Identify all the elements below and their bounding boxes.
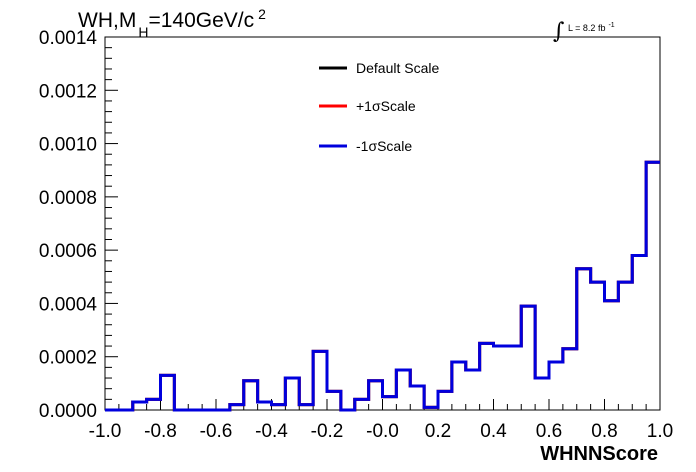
x-axis-label: WHNNScore: [540, 443, 658, 465]
lumi-text: L = 8.2 fb: [568, 23, 605, 33]
axes: -1.0 -0.8 -0.6 -0.4 -0.2 -0.0 0.2 0.4 0.6 0.8 1.0 0…: [39, 28, 673, 442]
title-rest: =140GeV/c: [148, 9, 254, 32]
legend-label: -1σScale: [356, 138, 412, 154]
x-tick-label: -0.6: [200, 421, 233, 442]
y-tick-label: 0.0000: [39, 401, 97, 422]
x-tick-label: -0.0: [366, 421, 399, 442]
legend-label: +1σScale: [356, 98, 416, 114]
x-tick-label: 1.0: [647, 421, 673, 442]
y-tick-label: 0.0006: [39, 241, 97, 262]
plot-frame: [104, 36, 661, 411]
chart-title: WH,M H=140GeV/c 2: [78, 6, 266, 40]
title-subscript: H: [138, 24, 148, 40]
lumi-label: L = 8.2 fb -1: [568, 22, 615, 33]
x-tick-label: -0.8: [144, 421, 177, 442]
x-tick-label: -1.0: [89, 421, 122, 442]
x-tick-label: 0.2: [425, 421, 451, 442]
legend-label: Default Scale: [356, 60, 439, 76]
x-tick-label: -0.4: [255, 421, 288, 442]
y-tick-label: 0.0008: [39, 188, 97, 209]
y-tick-label: 0.0012: [39, 81, 97, 102]
y-tick-label: 0.0010: [39, 135, 97, 156]
legend: Default Scale +1σScale -1σScale: [319, 60, 439, 154]
lumi-integral: ∫: [553, 19, 565, 44]
series-line-2: [105, 160, 660, 412]
title-main: WH,M: [78, 9, 136, 32]
x-tick-label: 0.8: [591, 421, 617, 442]
lumi-superscript: -1: [608, 22, 614, 29]
x-tick-label: 0.6: [536, 421, 562, 442]
x-tick-label: -0.2: [311, 421, 344, 442]
x-tick-label: 0.4: [480, 421, 507, 442]
y-tick-label: 0.0002: [39, 348, 97, 369]
title-superscript: 2: [258, 6, 266, 22]
y-tick-label: 0.0014: [39, 28, 98, 49]
series-layer: [105, 160, 660, 412]
y-tick-label: 0.0004: [39, 294, 98, 315]
